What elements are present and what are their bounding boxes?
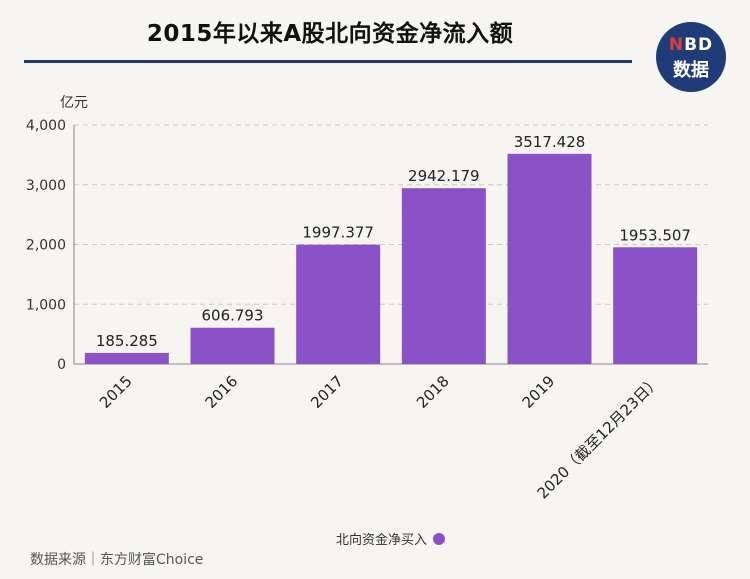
data-label: 2942.179 — [408, 167, 480, 185]
x-tick-label: 2020（截至12月23日） — [534, 372, 664, 502]
y-tick-label: 1,000 — [26, 297, 66, 313]
chart-title: 2015年以来A股北向资金净流入额 — [146, 21, 514, 47]
logo-text-top: NBD — [656, 35, 726, 55]
y-tick-label: 4,000 — [26, 118, 66, 134]
bar-2017 — [296, 244, 381, 364]
bar-2019 — [507, 153, 592, 364]
legend-swatch — [433, 533, 445, 545]
logo-accent-letter: N — [668, 35, 685, 55]
data-source: 数据来源｜东方财富Choice — [30, 552, 204, 568]
logo-text-bottom: 数据 — [673, 60, 709, 81]
bar-2018 — [401, 188, 486, 364]
y-axis-unit-label: 亿元 — [60, 95, 88, 111]
y-tick-label: 2,000 — [26, 238, 66, 254]
bar-2016 — [190, 327, 275, 364]
x-tick-label: 2018 — [413, 372, 453, 412]
y-tick-label: 0 — [57, 357, 66, 373]
logo-rest-letters: BD — [684, 35, 714, 55]
x-tick-label: 2019 — [519, 372, 559, 412]
data-label: 3517.428 — [514, 133, 586, 151]
data-label: 606.793 — [201, 307, 263, 325]
y-tick-label: 3,000 — [26, 178, 66, 194]
data-label: 1953.507 — [619, 226, 691, 244]
bar-2015 — [84, 352, 169, 364]
nbd-logo: NBD 数据 — [656, 22, 726, 92]
x-tick-label: 2017 — [307, 372, 347, 412]
title-underline — [24, 60, 632, 63]
bar-2020 — [613, 247, 698, 364]
legend-label: 北向资金净买入 — [336, 532, 427, 548]
data-label: 185.285 — [96, 332, 158, 350]
data-label: 1997.377 — [302, 224, 374, 242]
x-tick-label: 2016 — [202, 372, 242, 412]
x-tick-label: 2015 — [96, 372, 136, 412]
